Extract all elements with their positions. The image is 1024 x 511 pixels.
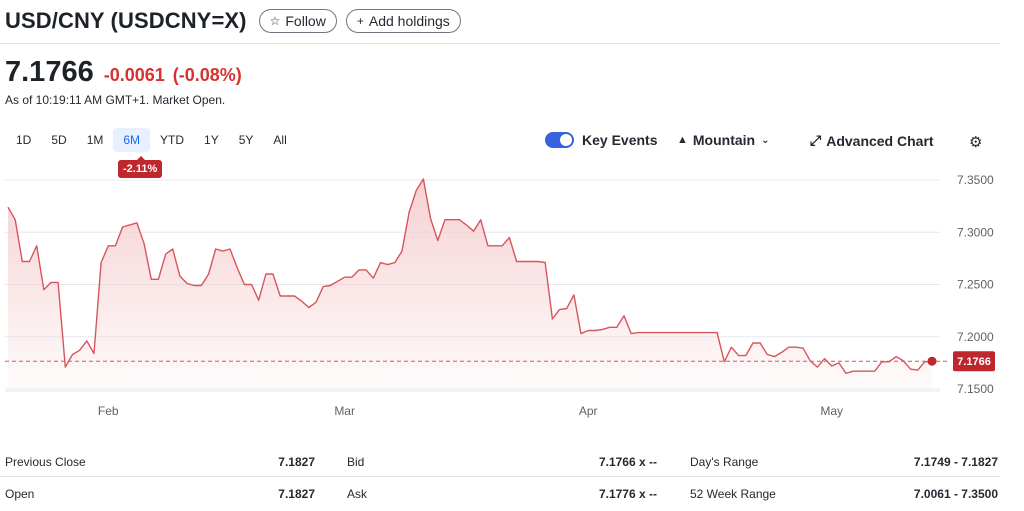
advanced-chart-button[interactable]: ⤢ Advanced Chart (810, 132, 934, 149)
chart-type-dropdown[interactable]: ▲ Mountain ⌄ (677, 132, 770, 148)
range-1y-button[interactable]: 1Y (204, 133, 219, 147)
stat-value: 7.1776 x -- (598, 487, 657, 501)
gear-icon: ⚙ (969, 134, 983, 151)
star-outline-icon: ☆ (269, 14, 281, 28)
chart-type-label: Mountain (692, 132, 756, 148)
stat-value: 7.1827 (278, 455, 315, 469)
stat-label: Open (5, 487, 35, 501)
price-area (8, 179, 932, 391)
stat-value: 7.1766 x -- (598, 455, 657, 469)
current-price: 7.1766 (5, 56, 94, 88)
range-selector: 1D 5D 1M 6M YTD 1Y 5Y All (6, 128, 297, 152)
key-events-label: Key Events (582, 132, 658, 148)
chevron-down-icon: ⌄ (761, 134, 770, 146)
range-6m-button[interactable]: 6M (113, 128, 151, 152)
stats-divider (0, 476, 1000, 477)
page-title: USD/CNY (USDCNY=X) (5, 8, 247, 33)
add-holdings-button[interactable]: + Add holdings (345, 9, 461, 33)
stats-row: Open 7.1827 Ask 7.1776 x -- 52 Week Range 7.0… (0, 477, 1000, 509)
stat-label: Bid (347, 455, 365, 469)
y-tick-label: 7.2500 (957, 278, 994, 292)
y-tick-label: 7.3000 (957, 225, 994, 239)
stat-label: 52 Week Range (690, 487, 776, 501)
price-line (7, 178, 933, 374)
stat-label: Ask (347, 487, 368, 501)
y-tick-label: 7.3500 (957, 173, 994, 187)
range-ytd-button[interactable]: YTD (160, 133, 185, 147)
advanced-chart-label: Advanced Chart (826, 132, 934, 149)
current-price-badge (953, 351, 995, 372)
range-change-badge: -2.11% (118, 156, 163, 178)
range-5d-button[interactable]: 5D (51, 133, 67, 147)
range-5y-button[interactable]: 5Y (238, 133, 254, 147)
mountain-icon: ▲ (677, 134, 688, 146)
current-price-marker (927, 356, 937, 366)
stat-value: 7.1827 (278, 487, 315, 501)
as-of-timestamp: As of 10:19:11 AM GMT+1. Market Open. (5, 93, 226, 107)
follow-button[interactable]: ☆ Follow (258, 9, 337, 33)
plus-icon: + (356, 14, 364, 28)
range-1m-button[interactable]: 1M (86, 133, 104, 147)
price-change: -0.0061 (103, 65, 165, 85)
stat-label: Day's Range (690, 455, 759, 469)
header-divider (0, 43, 1000, 44)
x-tick-label: Feb (98, 404, 119, 418)
y-tick-label: 7.1500 (957, 382, 994, 396)
x-tick-label: May (820, 404, 843, 418)
expand-arrow-icon: ⤢ (810, 132, 822, 148)
quote-price-row: 7.1766 -0.0061 (-0.08%) (5, 56, 242, 89)
toggle-switch[interactable] (545, 132, 574, 148)
range-all-button[interactable]: All (273, 133, 287, 147)
x-tick-label: Mar (334, 404, 355, 418)
price-change-percent: (-0.08%) (172, 65, 242, 85)
stat-value: 7.1749 - 7.1827 (913, 455, 998, 469)
quote-header: USD/CNY (USDCNY=X) ☆ Follow + Add holdin… (5, 8, 461, 34)
chart-settings-button[interactable]: ⚙ (969, 133, 982, 151)
range-1d-button[interactable]: 1D (16, 133, 32, 147)
follow-label: Follow (285, 13, 326, 29)
add-holdings-label: Add holdings (368, 13, 450, 29)
stat-label: Previous Close (5, 455, 86, 469)
key-events-toggle[interactable]: Key Events (545, 132, 657, 148)
y-tick-label: 7.2000 (957, 330, 994, 344)
price-chart[interactable]: 7.3500 7.3000 7.2500 7.2000 7.1500 7.1766 Feb M… (0, 165, 1010, 420)
stat-value: 7.0061 - 7.3500 (913, 487, 998, 501)
current-price-label: 7.1766 (957, 356, 991, 368)
x-tick-label: Apr (579, 404, 598, 418)
stats-row: Previous Close 7.1827 Bid 7.1766 x -- Day's … (0, 445, 1000, 477)
